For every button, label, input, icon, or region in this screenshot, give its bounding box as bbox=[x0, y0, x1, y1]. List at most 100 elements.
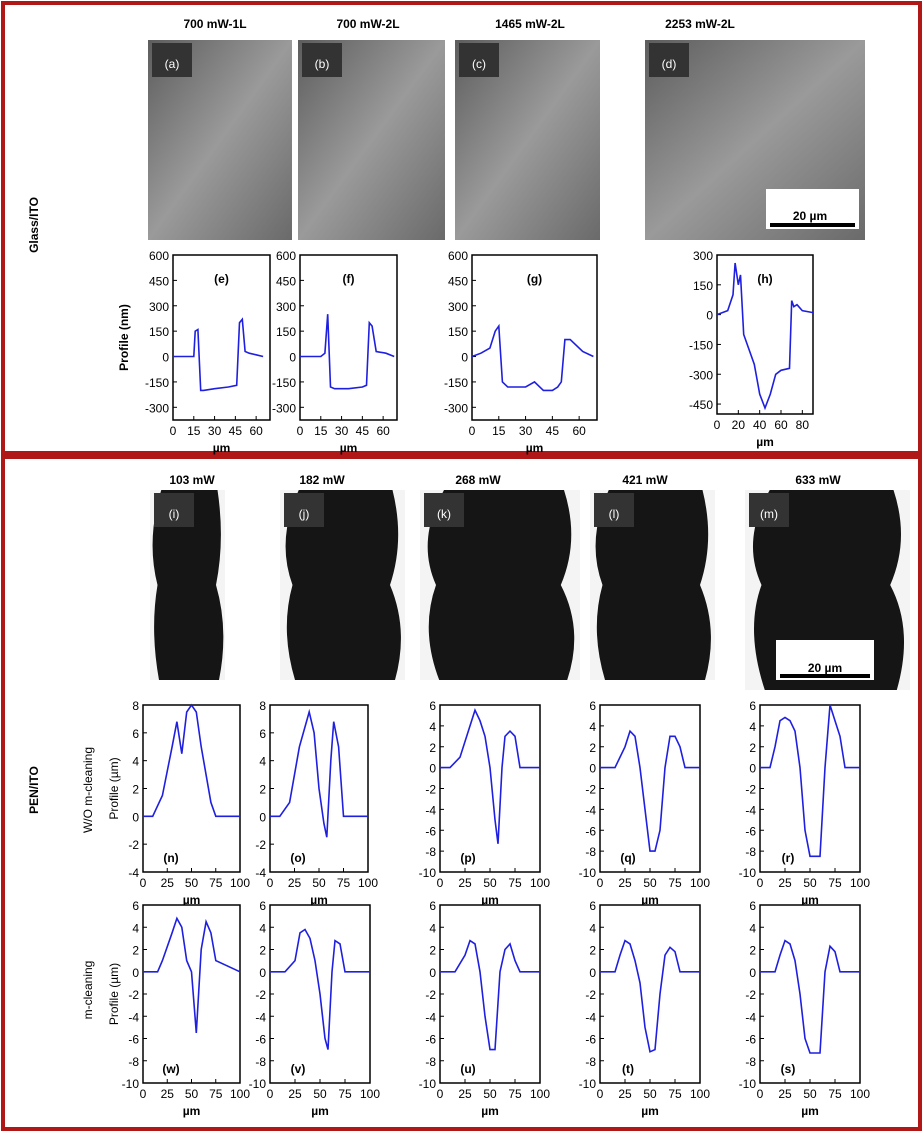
x-tick-label: 25 bbox=[161, 876, 175, 890]
y-axis-label: Profile (nm) bbox=[117, 304, 131, 371]
label-box bbox=[284, 493, 324, 527]
x-axis-label: µm bbox=[481, 1104, 499, 1118]
x-tick-label: 0 bbox=[714, 418, 721, 432]
ablated-track bbox=[595, 490, 711, 680]
x-axis-label: µm bbox=[641, 893, 659, 907]
x-tick-label: 100 bbox=[358, 876, 378, 890]
y-tick-label: 600 bbox=[276, 249, 296, 263]
section-label: PEN/ITO bbox=[27, 766, 41, 814]
y-tick-label: -10 bbox=[122, 1077, 140, 1091]
x-tick-label: 75 bbox=[828, 876, 842, 890]
y-tick-label: 450 bbox=[149, 274, 169, 288]
profile-line bbox=[270, 928, 370, 1050]
y-tick-label: 0 bbox=[429, 966, 436, 980]
x-tick-label: 50 bbox=[483, 1087, 497, 1101]
image-title: 1465 mW-2L bbox=[495, 17, 565, 31]
panel-label: (r) bbox=[782, 851, 795, 865]
plot-frame bbox=[299, 254, 398, 421]
profile-line bbox=[143, 703, 240, 818]
image-title: 268 mW bbox=[455, 473, 501, 487]
y-tick-label: 2 bbox=[589, 944, 596, 958]
x-axis-label: µm bbox=[756, 435, 774, 449]
plot-frame bbox=[142, 904, 241, 1084]
y-tick-label: 4 bbox=[132, 921, 139, 935]
y-tick-label: -6 bbox=[585, 1033, 596, 1047]
x-tick-label: 0 bbox=[140, 1087, 147, 1101]
y-tick-label: -4 bbox=[425, 1010, 436, 1024]
y-tick-label: -2 bbox=[255, 838, 266, 852]
y-tick-label: 4 bbox=[589, 921, 596, 935]
x-axis-label: µm bbox=[213, 441, 231, 455]
label-box bbox=[302, 43, 342, 77]
x-tick-label: 80 bbox=[796, 418, 810, 432]
y-tick-label: 6 bbox=[259, 727, 266, 741]
y-tick-label: 6 bbox=[589, 899, 596, 913]
profile-line bbox=[760, 939, 860, 1054]
y-tick-label: -10 bbox=[739, 1077, 757, 1091]
y-tick-label: 2 bbox=[429, 944, 436, 958]
x-tick-label: 20 bbox=[732, 418, 746, 432]
panel-label: (s) bbox=[781, 1062, 796, 1076]
profile-line bbox=[300, 314, 395, 390]
y-tick-label: -2 bbox=[128, 988, 139, 1002]
profile-line bbox=[600, 939, 700, 1053]
y-tick-label: 2 bbox=[429, 741, 436, 755]
x-tick-label: 25 bbox=[458, 1087, 472, 1101]
image-label: (b) bbox=[315, 57, 330, 71]
y-tick-label: 0 bbox=[132, 966, 139, 980]
x-tick-label: 100 bbox=[850, 1087, 870, 1101]
y-tick-label: -2 bbox=[585, 988, 596, 1002]
image-label: (k) bbox=[437, 507, 451, 521]
x-tick-label: 25 bbox=[778, 876, 792, 890]
ablated-track bbox=[285, 490, 401, 680]
y-tick-label: -8 bbox=[745, 1055, 756, 1069]
x-tick-label: 50 bbox=[643, 1087, 657, 1101]
x-tick-label: 0 bbox=[597, 1087, 604, 1101]
scale-bar-bg bbox=[766, 189, 859, 229]
x-tick-label: 30 bbox=[335, 424, 349, 438]
profile-line bbox=[440, 708, 540, 844]
y-tick-label: 6 bbox=[749, 899, 756, 913]
row-label: W/O m-cleaning bbox=[81, 747, 95, 833]
profile-line bbox=[440, 939, 540, 1051]
x-tick-label: 75 bbox=[508, 876, 522, 890]
plot-frame bbox=[759, 704, 861, 873]
image-title: 633 mW bbox=[795, 473, 841, 487]
x-tick-label: 25 bbox=[458, 876, 472, 890]
y-tick-label: 2 bbox=[259, 944, 266, 958]
x-tick-label: 30 bbox=[519, 424, 533, 438]
panel-label: (q) bbox=[620, 851, 635, 865]
image-title: 700 mW-1L bbox=[183, 17, 246, 31]
x-tick-label: 60 bbox=[774, 418, 788, 432]
y-tick-label: 4 bbox=[429, 720, 436, 734]
x-tick-label: 50 bbox=[803, 1087, 817, 1101]
y-tick-label: 2 bbox=[259, 783, 266, 797]
x-tick-label: 100 bbox=[850, 876, 870, 890]
image-label: (c) bbox=[472, 57, 486, 71]
y-tick-label: -2 bbox=[745, 783, 756, 797]
x-tick-label: 0 bbox=[597, 876, 604, 890]
panel-label: (p) bbox=[460, 851, 475, 865]
y-tick-label: 300 bbox=[693, 249, 713, 263]
x-tick-label: 40 bbox=[753, 418, 767, 432]
x-tick-label: 25 bbox=[288, 1087, 302, 1101]
y-tick-label: 0 bbox=[289, 351, 296, 365]
y-tick-label: 150 bbox=[149, 325, 169, 339]
y-tick-label: -2 bbox=[425, 988, 436, 1002]
y-tick-label: 4 bbox=[429, 921, 436, 935]
y-tick-label: 6 bbox=[749, 699, 756, 713]
x-tick-label: 0 bbox=[757, 1087, 764, 1101]
x-tick-label: 45 bbox=[546, 424, 560, 438]
y-tick-label: -8 bbox=[128, 1055, 139, 1069]
y-axis-label: Profile (µm) bbox=[107, 757, 121, 819]
x-tick-label: 100 bbox=[230, 876, 250, 890]
profile-line bbox=[143, 916, 241, 1033]
y-tick-label: -300 bbox=[272, 401, 296, 415]
panel-label: (g) bbox=[527, 272, 542, 286]
x-tick-label: 100 bbox=[530, 876, 550, 890]
x-tick-label: 50 bbox=[483, 876, 497, 890]
y-tick-label: -4 bbox=[425, 803, 436, 817]
y-tick-label: -150 bbox=[444, 376, 468, 390]
x-tick-label: 75 bbox=[209, 1087, 223, 1101]
panel-label: (e) bbox=[214, 272, 229, 286]
